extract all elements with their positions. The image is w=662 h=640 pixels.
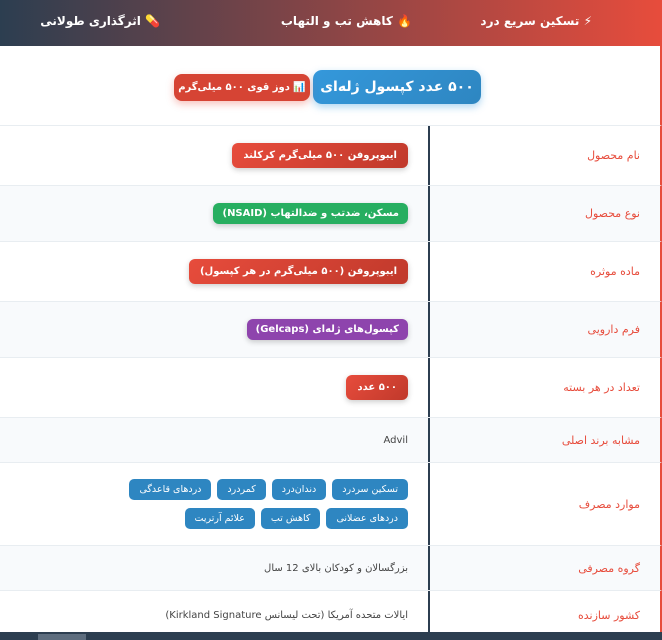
dosage-form-pill: کپسول‌های ژله‌ای (Gelcaps) (246, 319, 408, 340)
row-label: نوع محصول (428, 186, 660, 241)
table-row: ماده موثره ایبوپروفن (۵۰۰ میلی‌گرم در هر … (0, 241, 662, 301)
table-row: گروه مصرفی بزرگسالان و کودکان بالای 12 سا… (0, 545, 662, 590)
row-label: نام محصول (428, 126, 660, 185)
lightning-icon: ⚡ (583, 14, 592, 28)
usage-tag: دندان‌درد (271, 479, 327, 500)
scrollbar-thumb[interactable] (38, 634, 86, 640)
horizontal-scrollbar[interactable] (0, 632, 662, 640)
feature-long-lasting: 💊 اثرگذاری طولانی (40, 14, 160, 28)
row-label: ماده موثره (428, 242, 660, 301)
table-row: نام محصول ایبوپروفن ۵۰۰ میلی‌گرم کرکلند (0, 125, 662, 185)
count-pill: ۵۰۰ عدد (346, 375, 408, 400)
brand-equivalent: Advil (383, 434, 409, 446)
row-label: گروه مصرفی (428, 546, 660, 590)
country: ایالات متحده آمریکا (تحت لیسانس Kirkland… (165, 610, 408, 621)
dose-label: دوز قوی ۵۰۰ میلی‌گرم (178, 82, 290, 93)
usage-tag: کاهش تب (260, 508, 321, 529)
count-badge: ۵۰۰ عدد کپسول ژله‌ای (313, 70, 481, 104)
feature-fever: 🔥 کاهش تب و التهاب (281, 14, 412, 28)
usage-tag: تسکین سردرد (332, 479, 408, 500)
table-row: کشور سازنده ایالات متحده آمریکا (تحت لیسا… (0, 590, 662, 640)
product-type-pill: مسکن، ضدتب و ضدالتهاب (NSAID) (213, 203, 408, 224)
usage-tags: تسکین سردرد دندان‌درد کمردرد دردهای قاعد… (58, 479, 408, 529)
product-name-pill: ایبوپروفن ۵۰۰ میلی‌گرم کرکلند (232, 143, 408, 168)
table-row: فرم دارویی کپسول‌های ژله‌ای (Gelcaps) (0, 301, 662, 357)
active-ingredient-pill: ایبوپروفن (۵۰۰ میلی‌گرم در هر کپسول) (188, 259, 408, 284)
feature-label: اثرگذاری طولانی (40, 14, 141, 28)
dose-badge: 📊 دوز قوی ۵۰۰ میلی‌گرم (174, 74, 310, 101)
feature-label: کاهش تب و التهاب (280, 14, 393, 28)
target-group: بزرگسالان و کودکان بالای 12 سال (264, 562, 408, 574)
table-row: مشابه برند اصلی Advil (0, 417, 662, 462)
row-label: فرم دارویی (428, 302, 660, 357)
fire-icon: 🔥 (397, 14, 412, 28)
row-label: کشور سازنده (428, 591, 660, 640)
pill-icon: 💊 (145, 14, 160, 28)
feature-fast-relief: ⚡ تسکین سریع درد (480, 14, 592, 28)
usage-tag: کمردرد (217, 479, 266, 500)
usage-tag: دردهای قاعدگی (129, 479, 212, 500)
usage-tag: علائم آرتریت (184, 508, 255, 529)
usage-tag: دردهای عضلانی (326, 508, 408, 529)
feature-label: تسکین سریع درد (480, 14, 580, 28)
row-label: موارد مصرف (428, 463, 660, 545)
spec-table: نام محصول ایبوپروفن ۵۰۰ میلی‌گرم کرکلند ن… (0, 125, 662, 640)
hero: ۵۰۰ عدد کپسول ژله‌ای 📊 دوز قوی ۵۰۰ میلی‌… (0, 46, 662, 125)
features-header: ⚡ تسکین سریع درد 🔥 کاهش تب و التهاب 💊 اث… (0, 0, 662, 46)
table-row: تعداد در هر بسته ۵۰۰ عدد (0, 357, 662, 417)
table-row: موارد مصرف تسکین سردرد دندان‌درد کمردرد … (0, 462, 662, 545)
row-label: تعداد در هر بسته (428, 358, 660, 417)
row-label: مشابه برند اصلی (428, 418, 660, 462)
chart-icon: 📊 (293, 82, 306, 93)
table-row: نوع محصول مسکن، ضدتب و ضدالتهاب (NSAID) (0, 185, 662, 241)
